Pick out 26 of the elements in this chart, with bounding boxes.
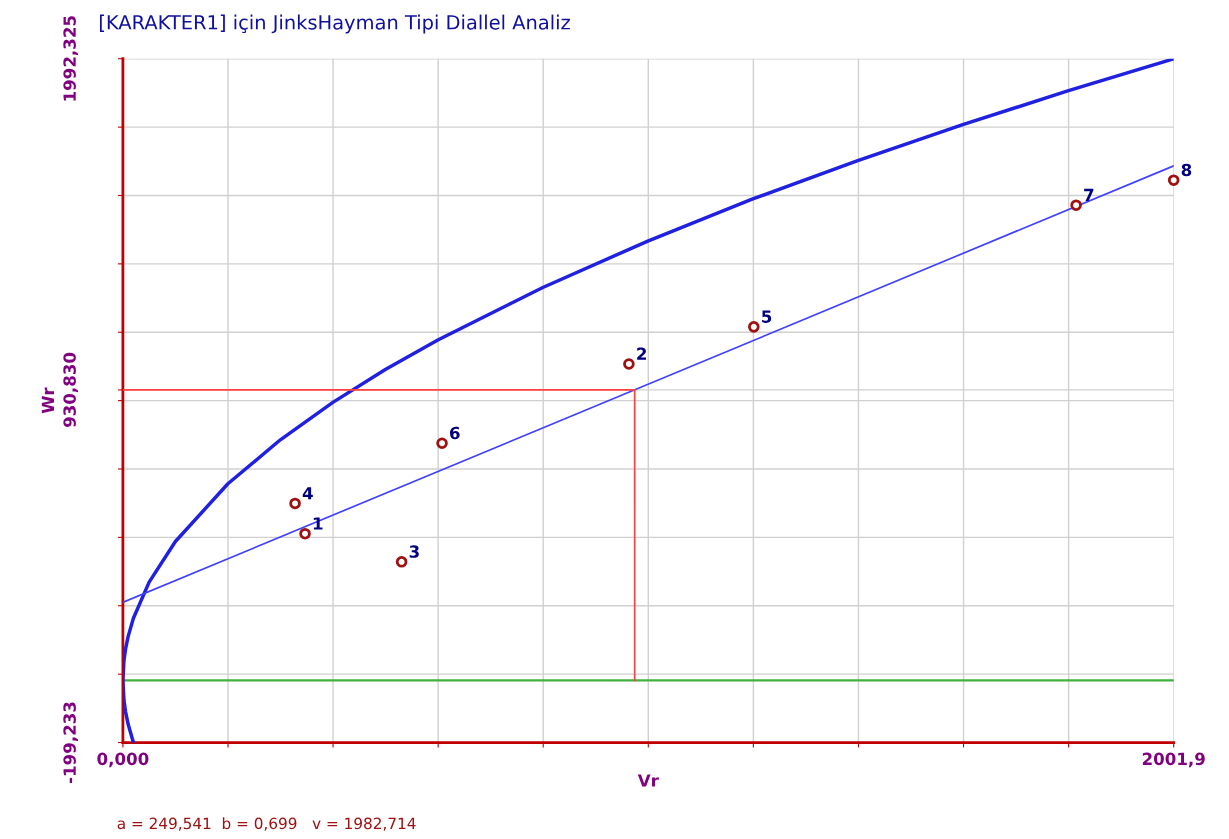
annotation: 7 [1084, 188, 1094, 201]
x-tick-label: 0,000 [97, 752, 149, 768]
point [289, 497, 301, 510]
annotation: 2 [637, 347, 646, 360]
y-tick-label: 1992,325 [63, 16, 79, 101]
point [623, 358, 635, 370]
annotation: 1 [313, 517, 323, 530]
text: a = 249,541 b = 0,699 v = 1982,714 [117, 817, 416, 831]
line-series [122, 58, 1174, 743]
annotation: 8 [1181, 163, 1192, 177]
point [748, 321, 760, 333]
y-axis-title: Wr [41, 387, 54, 414]
annotation: 6 [450, 426, 460, 440]
x-tick-label: 2001,9 [1142, 752, 1205, 768]
x-axis-title: Vr [637, 774, 659, 787]
point [395, 556, 408, 568]
annotation: 4 [302, 487, 313, 500]
point [1070, 199, 1082, 211]
annotation: 3 [409, 545, 419, 558]
point [1167, 174, 1180, 186]
annotation: 5 [762, 310, 772, 323]
point [299, 527, 311, 540]
y-tick-label: -199,233 [63, 702, 79, 784]
y-tick-label: 930,830 [63, 352, 79, 428]
point [436, 437, 448, 450]
chart-title: [KARAKTER1] için JinksHayman Tipi Diallel Analiz [99, 14, 570, 34]
